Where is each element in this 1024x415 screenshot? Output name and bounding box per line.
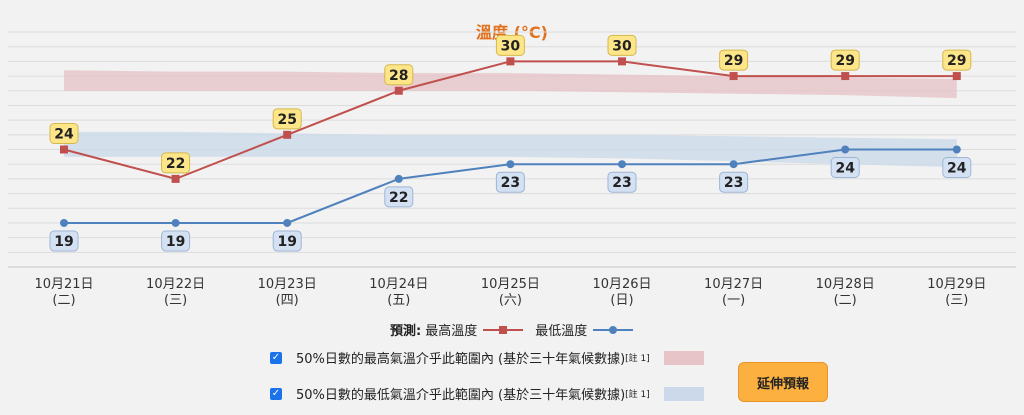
min-temp-point[interactable] <box>283 218 292 227</box>
max-temp-label: 29 <box>947 53 966 69</box>
min-temp-label: 23 <box>501 175 520 191</box>
max-temp-label: 29 <box>724 53 743 69</box>
max-temp-label-box <box>719 49 749 71</box>
series-legend: 預測: 最高溫度 最低溫度 <box>390 320 634 339</box>
min-temp-point[interactable] <box>60 218 68 227</box>
min-temp-label-box <box>607 171 637 193</box>
x-tick-date: 10月23日 <box>258 277 317 292</box>
legend-min-label: 最低溫度 <box>535 324 588 339</box>
min-temp-point[interactable] <box>729 160 738 169</box>
min-temp-label-box <box>830 157 860 178</box>
min-temp-point[interactable] <box>171 218 180 227</box>
band-max-checkbox[interactable]: ✓ <box>270 351 282 364</box>
data-labels: 24 22 25 28 30 30 29 29 29 19 19 19 22 23 23 23 24 24 <box>49 34 972 252</box>
min-temp-point[interactable] <box>841 145 850 154</box>
max-temp-label-box <box>49 123 79 144</box>
legend-min-marker <box>593 325 634 334</box>
max-temp-point[interactable] <box>283 130 292 139</box>
series-lines <box>60 57 961 227</box>
x-tick-date: 10月24日 <box>369 277 428 292</box>
max-temp-label: 25 <box>277 112 296 128</box>
max-temp-point[interactable] <box>506 57 515 66</box>
min-temp-label: 22 <box>389 190 408 206</box>
min-temp-point[interactable] <box>618 160 626 169</box>
x-tick-date: 10月27日 <box>704 277 763 292</box>
x-tick-date: 10月29日 <box>927 277 986 292</box>
band-min-note[interactable]: [註 1] <box>625 390 650 400</box>
band-max-note[interactable]: [註 1] <box>625 354 650 364</box>
min-temp-label: 23 <box>724 175 743 191</box>
min-temp-label: 23 <box>612 175 631 191</box>
band-min-text: 50%日數的最低氣溫介乎此範圍內 (基於三十年氣候數據) <box>296 388 626 403</box>
band-min-checkbox[interactable]: ✓ <box>270 387 282 400</box>
x-tick-date: 10月26日 <box>592 277 651 292</box>
max-temp-label: 22 <box>166 156 185 172</box>
max-temp-point[interactable] <box>841 72 850 81</box>
max-temp-label-box <box>495 34 525 56</box>
band-max-legend: ✓ 50%日數的最高氣溫介乎此範圍內 (基於三十年氣候數據) [註 1] <box>270 348 704 367</box>
max-temp-label-box <box>607 34 637 56</box>
max-temp-point[interactable] <box>618 57 626 66</box>
band-min-area <box>64 131 957 168</box>
x-tick-date: 10月21日 <box>34 277 93 292</box>
band-min-swatch <box>663 386 704 401</box>
max-temp-point[interactable] <box>729 72 738 81</box>
min-temp-label: 19 <box>277 234 296 250</box>
min-temp-label-box <box>272 230 302 252</box>
x-tick-date: 10月25日 <box>481 277 540 292</box>
min-temp-label: 24 <box>835 161 855 177</box>
max-temp-label: 30 <box>612 38 632 54</box>
min-temp-label-box <box>161 230 191 252</box>
temperature-chart: 溫度 (°C) 24222528303029292919191922232323… <box>8 23 1016 308</box>
x-tick-weekday: (一) <box>722 293 745 308</box>
max-temp-label: 30 <box>501 38 521 54</box>
band-max-text: 50%日數的最高氣溫介乎此範圍內 (基於三十年氣候數據) <box>296 352 626 367</box>
max-temp-point[interactable] <box>171 174 180 183</box>
max-temp-label-box <box>272 108 302 130</box>
max-temp-label-box <box>384 64 414 86</box>
min-temp-point[interactable] <box>506 160 515 169</box>
x-tick-date: 10月22日 <box>146 277 205 292</box>
min-temp-point[interactable] <box>952 145 961 154</box>
max-temp-label-box <box>830 49 860 71</box>
min-temp-label-box <box>942 157 972 178</box>
x-tick-weekday: (二) <box>52 293 75 308</box>
band-max-area <box>64 70 957 99</box>
band-max-swatch <box>663 350 704 365</box>
max-temp-label-box <box>161 152 191 174</box>
x-tick-weekday: (三) <box>164 293 187 308</box>
x-tick-date: 10月28日 <box>816 277 875 292</box>
x-axis: 10月21日(二)10月22日(三)10月23日(四)10月24日(五)10月2… <box>34 277 986 308</box>
min-temp-label-box <box>384 186 414 208</box>
x-tick-weekday: (五) <box>387 293 410 308</box>
max-temp-point[interactable] <box>60 145 68 154</box>
min-temp-label: 24 <box>947 161 967 177</box>
max-temp-point[interactable] <box>394 86 403 95</box>
extend-forecast-button[interactable]: 延伸預報 <box>738 362 828 402</box>
min-temp-label: 19 <box>54 234 73 250</box>
max-temp-label: 29 <box>835 53 854 69</box>
x-tick-weekday: (日) <box>610 293 633 308</box>
legend-max-marker <box>483 325 524 334</box>
legend-prefix: 預測: <box>390 324 422 339</box>
min-temp-point[interactable] <box>394 174 403 183</box>
max-temp-label-box <box>942 49 972 71</box>
min-temp-label-box <box>719 171 749 193</box>
x-tick-weekday: (四) <box>276 293 299 308</box>
min-temp-label-box <box>495 171 525 193</box>
min-temp-label: 19 <box>166 234 185 250</box>
x-tick-weekday: (三) <box>945 293 968 308</box>
band-min-legend: ✓ 50%日數的最低氣溫介乎此範圍內 (基於三十年氣候數據) [註 1] <box>270 384 704 403</box>
legend-max-label: 最高溫度 <box>425 324 478 339</box>
x-tick-weekday: (六) <box>499 293 522 308</box>
max-temp-point[interactable] <box>952 72 961 81</box>
max-temp-label: 24 <box>54 127 74 143</box>
x-tick-weekday: (二) <box>834 293 857 308</box>
min-temp-label-box <box>49 230 79 252</box>
max-temp-label: 28 <box>389 68 408 84</box>
